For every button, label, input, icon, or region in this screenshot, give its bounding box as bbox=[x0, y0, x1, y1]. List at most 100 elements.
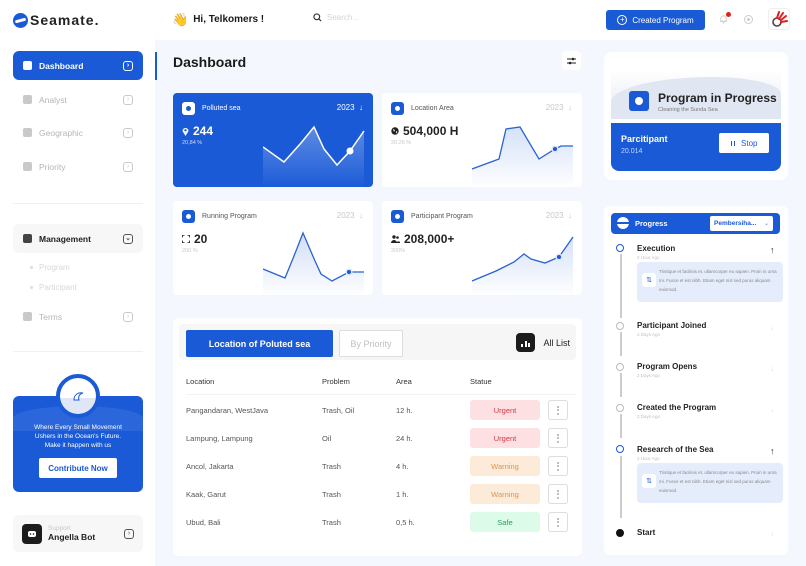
chevron-right-icon: › bbox=[123, 127, 133, 138]
bar-chart-icon bbox=[516, 333, 536, 352]
promo-text: Where Every Small Movement Ushers in the… bbox=[34, 424, 122, 449]
filter-button[interactable] bbox=[562, 51, 581, 70]
stat-percentage: 200% bbox=[391, 248, 406, 254]
stat-card-polluted-sea[interactable]: Polluted sea 2023 ↓ 244 20,84 % bbox=[173, 93, 373, 189]
support-label: Support bbox=[48, 525, 71, 532]
arrow-down-icon[interactable]: ↓ bbox=[770, 322, 775, 332]
program-in-progress-card: Program in Progress Cleaning the Sunda S… bbox=[604, 52, 788, 180]
more-options-button[interactable] bbox=[548, 512, 568, 532]
stat-card-location-area[interactable]: Location Area 2023 ↓ 504,000 H 20,26 % bbox=[382, 93, 582, 189]
pin-icon bbox=[182, 127, 189, 136]
card-header: Polluted sea bbox=[182, 102, 241, 115]
card-header: Location Area bbox=[391, 102, 454, 115]
arrow-up-icon[interactable]: ↑ bbox=[770, 245, 775, 255]
program-card-inner: Program in Progress Cleaning the Sunda S… bbox=[611, 59, 781, 171]
analyst-icon bbox=[23, 95, 32, 104]
table-row[interactable]: Ubud, Bali Trash 0,5 h. Safe bbox=[186, 512, 576, 534]
progress-label: Progress bbox=[635, 219, 668, 228]
column-status: Statue bbox=[470, 377, 492, 386]
more-options-button[interactable] bbox=[548, 484, 568, 504]
logo-text: Seamate. bbox=[30, 12, 100, 28]
timeline-title[interactable]: Program Opens bbox=[637, 362, 698, 371]
stop-button[interactable]: Stop bbox=[719, 133, 769, 153]
arrow-down-icon[interactable]: ↓ bbox=[770, 528, 775, 538]
timeline-connector bbox=[620, 414, 622, 438]
more-options-button[interactable] bbox=[548, 428, 568, 448]
tab-by-priority[interactable]: By Priority bbox=[339, 330, 403, 357]
year-selector[interactable]: 2023 ↓ bbox=[336, 211, 363, 220]
polluted-sea-icon bbox=[182, 102, 195, 115]
chevron-right-icon: › bbox=[123, 161, 133, 172]
sidebar-item-label: Analyst bbox=[39, 94, 67, 105]
status-badge: Urgent bbox=[470, 400, 540, 420]
status-badge: Warning bbox=[470, 484, 540, 504]
settings-icon[interactable] bbox=[744, 15, 753, 24]
bell-icon[interactable] bbox=[719, 14, 728, 24]
tab-location-polluted-sea[interactable]: Location of Poluted sea bbox=[186, 330, 333, 357]
year-selector[interactable]: 2023 ↓ bbox=[336, 103, 363, 112]
sparkline-chart bbox=[472, 126, 573, 189]
contribute-now-button[interactable]: Contribute Now bbox=[39, 458, 117, 478]
sidebar-item-dashboard[interactable]: Dashboard › bbox=[13, 51, 143, 80]
more-options-button[interactable] bbox=[548, 400, 568, 420]
timeline-connector bbox=[620, 373, 622, 397]
gear-icon bbox=[391, 102, 404, 115]
program-icon bbox=[182, 210, 195, 223]
sparkline-chart bbox=[472, 236, 574, 297]
more-options-button[interactable] bbox=[548, 456, 568, 476]
arrow-down-icon[interactable]: ↓ bbox=[770, 363, 775, 373]
arrow-up-icon[interactable]: ↑ bbox=[770, 446, 775, 456]
sidebar-subitem-participant[interactable]: Participant bbox=[30, 283, 77, 292]
table-row[interactable]: Kaak, Garut Trash 1 h. Warning bbox=[186, 484, 576, 506]
stat-percentage: 20,84 % bbox=[182, 140, 203, 146]
year-selector[interactable]: 2023 ↓ bbox=[545, 103, 572, 112]
search-box[interactable] bbox=[313, 13, 477, 22]
column-area: Area bbox=[396, 377, 412, 386]
table-row[interactable]: Lampung, Lampung Oil 24 h. Urgent bbox=[186, 428, 576, 450]
sidebar-item-label: Terms bbox=[39, 311, 63, 322]
status-badge: Warning bbox=[470, 456, 540, 476]
table-tabs: Location of Poluted sea By Priority All … bbox=[179, 324, 576, 360]
create-program-button[interactable]: + Created Program bbox=[606, 10, 705, 30]
timeline-title[interactable]: Participant Joined bbox=[637, 321, 707, 330]
timeline-dot bbox=[616, 363, 624, 371]
greeting: 👋 Hi, Telkomers ! bbox=[172, 13, 264, 26]
card-header: Participant Program bbox=[391, 210, 473, 223]
table-row[interactable]: Pangandaran, WestJava Trash, Oil 12 h. U… bbox=[186, 400, 576, 422]
stat-card-participant-program[interactable]: Participant Program 2023 ↓ 208,000+ 200% bbox=[382, 201, 582, 297]
timeline-detail: ⇅ Tristique et facilisis et, ullamcorper… bbox=[637, 463, 783, 503]
timeline-title[interactable]: Execution bbox=[637, 244, 676, 253]
table-row[interactable]: Ancol, Jakarta Trash 4 h. Warning bbox=[186, 456, 576, 478]
telkom-logo-icon bbox=[772, 11, 788, 27]
program-select-dropdown[interactable]: Pembersiha... ⌄ bbox=[710, 216, 773, 231]
timeline-title[interactable]: Start bbox=[637, 528, 656, 537]
progress-icon bbox=[617, 217, 629, 229]
timeline-time: 2 Hour Ago bbox=[637, 255, 660, 260]
page-title: Dashboard bbox=[173, 54, 247, 70]
timeline-title[interactable]: Research of the Sea bbox=[637, 445, 714, 454]
all-list-button[interactable]: All List bbox=[516, 333, 570, 352]
sidebar-item-management[interactable]: Management ⌄ bbox=[13, 224, 143, 253]
search-input[interactable] bbox=[327, 13, 477, 22]
sliders-icon: ⇅ bbox=[642, 474, 656, 488]
stat-percentage: 20,26 % bbox=[391, 140, 412, 146]
sidebar-item-geographic[interactable]: Geographic › bbox=[13, 118, 143, 147]
logo[interactable]: Seamate. bbox=[13, 12, 99, 28]
sidebar-item-analyst[interactable]: Analyst › bbox=[13, 85, 143, 114]
stat-card-running-program[interactable]: Running Program 2023 ↓ 20 200 % bbox=[173, 201, 373, 297]
sidebar-item-priority[interactable]: Priority › bbox=[13, 152, 143, 181]
year-selector[interactable]: 2023 ↓ bbox=[545, 211, 572, 220]
sidebar-subitem-program[interactable]: Program bbox=[30, 263, 70, 272]
timeline-dot bbox=[616, 244, 624, 252]
support-card[interactable]: Support Angella Bot › bbox=[13, 515, 143, 552]
sidebar-item-label: Geographic bbox=[39, 127, 83, 138]
avatar[interactable] bbox=[768, 8, 790, 30]
polluted-locations-table-card: Location of Poluted sea By Priority All … bbox=[173, 318, 582, 556]
arrow-down-icon[interactable]: ↓ bbox=[770, 404, 775, 414]
timeline-title[interactable]: Created the Program bbox=[637, 403, 717, 412]
sidebar-item-label: Dashboard bbox=[39, 60, 84, 71]
sidebar-item-terms[interactable]: Terms › bbox=[13, 302, 143, 331]
wave-hand-icon: 👋 bbox=[172, 12, 189, 27]
card-header: Running Program bbox=[182, 210, 257, 223]
user-icon bbox=[391, 210, 404, 223]
